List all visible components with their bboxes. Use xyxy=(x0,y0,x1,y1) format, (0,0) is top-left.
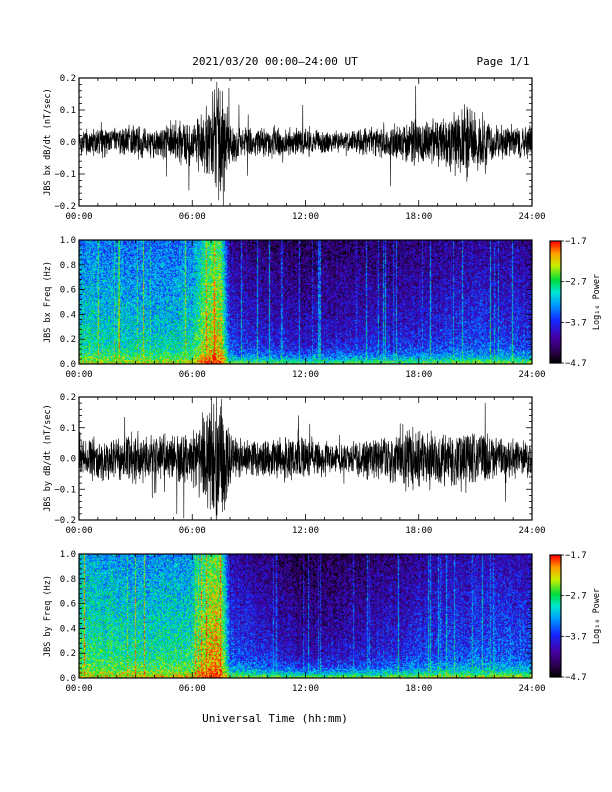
bx-freq-xtick-label: 06:00 xyxy=(179,370,206,380)
by-dbdt-trace xyxy=(78,396,533,521)
bx-dbdt-xtick-label: 18:00 xyxy=(405,212,432,222)
by-freq-ytick-label: 0.0 xyxy=(60,674,76,684)
by-dbdt-ytick-label: −0.2 xyxy=(54,516,76,526)
by-freq-xtick-label: 06:00 xyxy=(179,684,206,694)
dbdt-series-line xyxy=(78,81,533,206)
by-colorbar-ticks: −1.7 −2.7 −3.7 −4.7 xyxy=(561,551,587,683)
by-freq-ytick-label: 0.6 xyxy=(60,600,76,610)
bx-dbdt-xtick-label: 12:00 xyxy=(292,212,319,222)
bx-freq-xtick-label: 12:00 xyxy=(292,370,319,380)
page-number: Page 1/1 xyxy=(477,55,530,68)
by-freq-ytick-label: 0.4 xyxy=(60,624,76,634)
by-freq-xtick-label: 24:00 xyxy=(518,684,545,694)
bx-dbdt-trace xyxy=(78,81,533,206)
bx-freq-spectrogram xyxy=(79,240,532,364)
by-dbdt-xtick-label: 00:00 xyxy=(65,526,92,536)
by-freq-ticks: 00:00 06:00 12:00 18:00 24:00 1.0 0.8 0.6 0.4 0.2… xyxy=(60,550,546,694)
bx-colorbar-ticks: −1.7 −2.7 −3.7 −4.7 xyxy=(561,237,587,369)
bx-dbdt-ytick-label: −0.1 xyxy=(54,170,76,180)
by-freq-xtick-label: 00:00 xyxy=(65,684,92,694)
bx-colorbar-frame xyxy=(549,240,562,364)
by-freq-ytick-label: 0.8 xyxy=(60,575,76,585)
bx-freq-ytick-label: 0.8 xyxy=(60,261,76,271)
bx-dbdt-ytick-label: 0.0 xyxy=(60,138,76,148)
by-freq-ytick-label: 1.0 xyxy=(60,550,76,560)
panel-bx-dbdt: 00:00 06:00 12:00 18:00 24:00 0.2 0.1 0.0 −0.1 −0… xyxy=(43,74,546,222)
bx-freq-xtick-label: 18:00 xyxy=(405,370,432,380)
bx-freq-xtick-label: 24:00 xyxy=(518,370,545,380)
bx-freq-ticks: 00:00 06:00 12:00 18:00 24:00 1.0 0.8 0.6 0.4 0.2… xyxy=(60,236,546,380)
bx-colorbar-label: Log₁₀ Power xyxy=(592,274,602,330)
by-freq-xtick-label: 18:00 xyxy=(405,684,432,694)
dbdt-series-line xyxy=(78,396,533,521)
by-colorbar-tick-label: −3.7 xyxy=(565,632,587,642)
panel-bx-freq: 00:00 06:00 12:00 18:00 24:00 1.0 0.8 0.6 0.4 0.2… xyxy=(43,236,602,380)
bx-colorbar-tick-label: −1.7 xyxy=(565,237,587,247)
by-dbdt-ytick-label: 0.1 xyxy=(60,424,76,434)
by-dbdt-ytick-label: −0.1 xyxy=(54,485,76,495)
bx-freq-ytick-label: 0.6 xyxy=(60,286,76,296)
bx-freq-ytick-label: 0.2 xyxy=(60,335,76,345)
by-dbdt-ylabel: JBS by dB/dt (nT/sec) xyxy=(43,404,53,511)
bx-dbdt-ytick-label: 0.1 xyxy=(60,106,76,116)
by-colorbar-frame xyxy=(549,554,562,678)
by-dbdt-xtick-label: 18:00 xyxy=(405,526,432,536)
bx-freq-xtick-label: 00:00 xyxy=(65,370,92,380)
by-colorbar-tick-label: −4.7 xyxy=(565,673,587,683)
bx-freq-ylabel: JBS bx Freq (Hz) xyxy=(43,261,53,343)
by-dbdt-xtick-label: 24:00 xyxy=(518,526,545,536)
bx-freq-ytick-label: 0.0 xyxy=(60,360,76,370)
bx-freq-ytick-label: 0.4 xyxy=(60,310,76,320)
bx-dbdt-xtick-label: 24:00 xyxy=(518,212,545,222)
by-freq-ylabel: JBS by Freq (Hz) xyxy=(43,575,53,657)
panel-by-freq: 00:00 06:00 12:00 18:00 24:00 1.0 0.8 0.6 0.4 0.2… xyxy=(43,550,602,694)
bx-dbdt-xtick-label: 06:00 xyxy=(179,212,206,222)
bx-dbdt-ylabel: JBS bx dB/dt (nT/sec) xyxy=(43,88,53,195)
by-freq-xtick-label: 12:00 xyxy=(292,684,319,694)
by-dbdt-xtick-label: 12:00 xyxy=(292,526,319,536)
bx-colorbar-tick-label: −2.7 xyxy=(565,278,587,288)
by-dbdt-ticks: 00:00 06:00 12:00 18:00 24:00 0.2 0.1 0.0 −0.1 −0… xyxy=(54,393,545,536)
bx-freq-ytick-label: 1.0 xyxy=(60,236,76,246)
bx-dbdt-ticks: 00:00 06:00 12:00 18:00 24:00 0.2 0.1 0.0 −0.1 −0… xyxy=(54,74,545,222)
by-dbdt-ytick-label: 0.2 xyxy=(60,393,76,403)
by-dbdt-ytick-label: 0.0 xyxy=(60,455,76,465)
bx-dbdt-xtick-label: 00:00 xyxy=(65,212,92,222)
by-colorbar xyxy=(550,555,561,677)
by-freq-spectrogram xyxy=(79,554,532,678)
bx-colorbar xyxy=(550,241,561,363)
by-colorbar-tick-label: −1.7 xyxy=(565,551,587,561)
page-title: 2021/03/20 00:00–24:00 UT xyxy=(192,55,358,68)
by-dbdt-xtick-label: 06:00 xyxy=(179,526,206,536)
bx-colorbar-tick-label: −4.7 xyxy=(565,359,587,369)
by-colorbar-label: Log₁₀ Power xyxy=(592,588,602,644)
by-freq-ytick-label: 0.2 xyxy=(60,649,76,659)
by-colorbar-tick-label: −2.7 xyxy=(565,592,587,602)
panel-by-dbdt: 00:00 06:00 12:00 18:00 24:00 0.2 0.1 0.0 −0.1 −0… xyxy=(43,393,546,536)
bx-colorbar-tick-label: −3.7 xyxy=(565,318,587,328)
x-axis-title: Universal Time (hh:mm) xyxy=(202,712,348,725)
bx-dbdt-ytick-label: 0.2 xyxy=(60,74,76,84)
bx-dbdt-ytick-label: −0.2 xyxy=(54,202,76,212)
